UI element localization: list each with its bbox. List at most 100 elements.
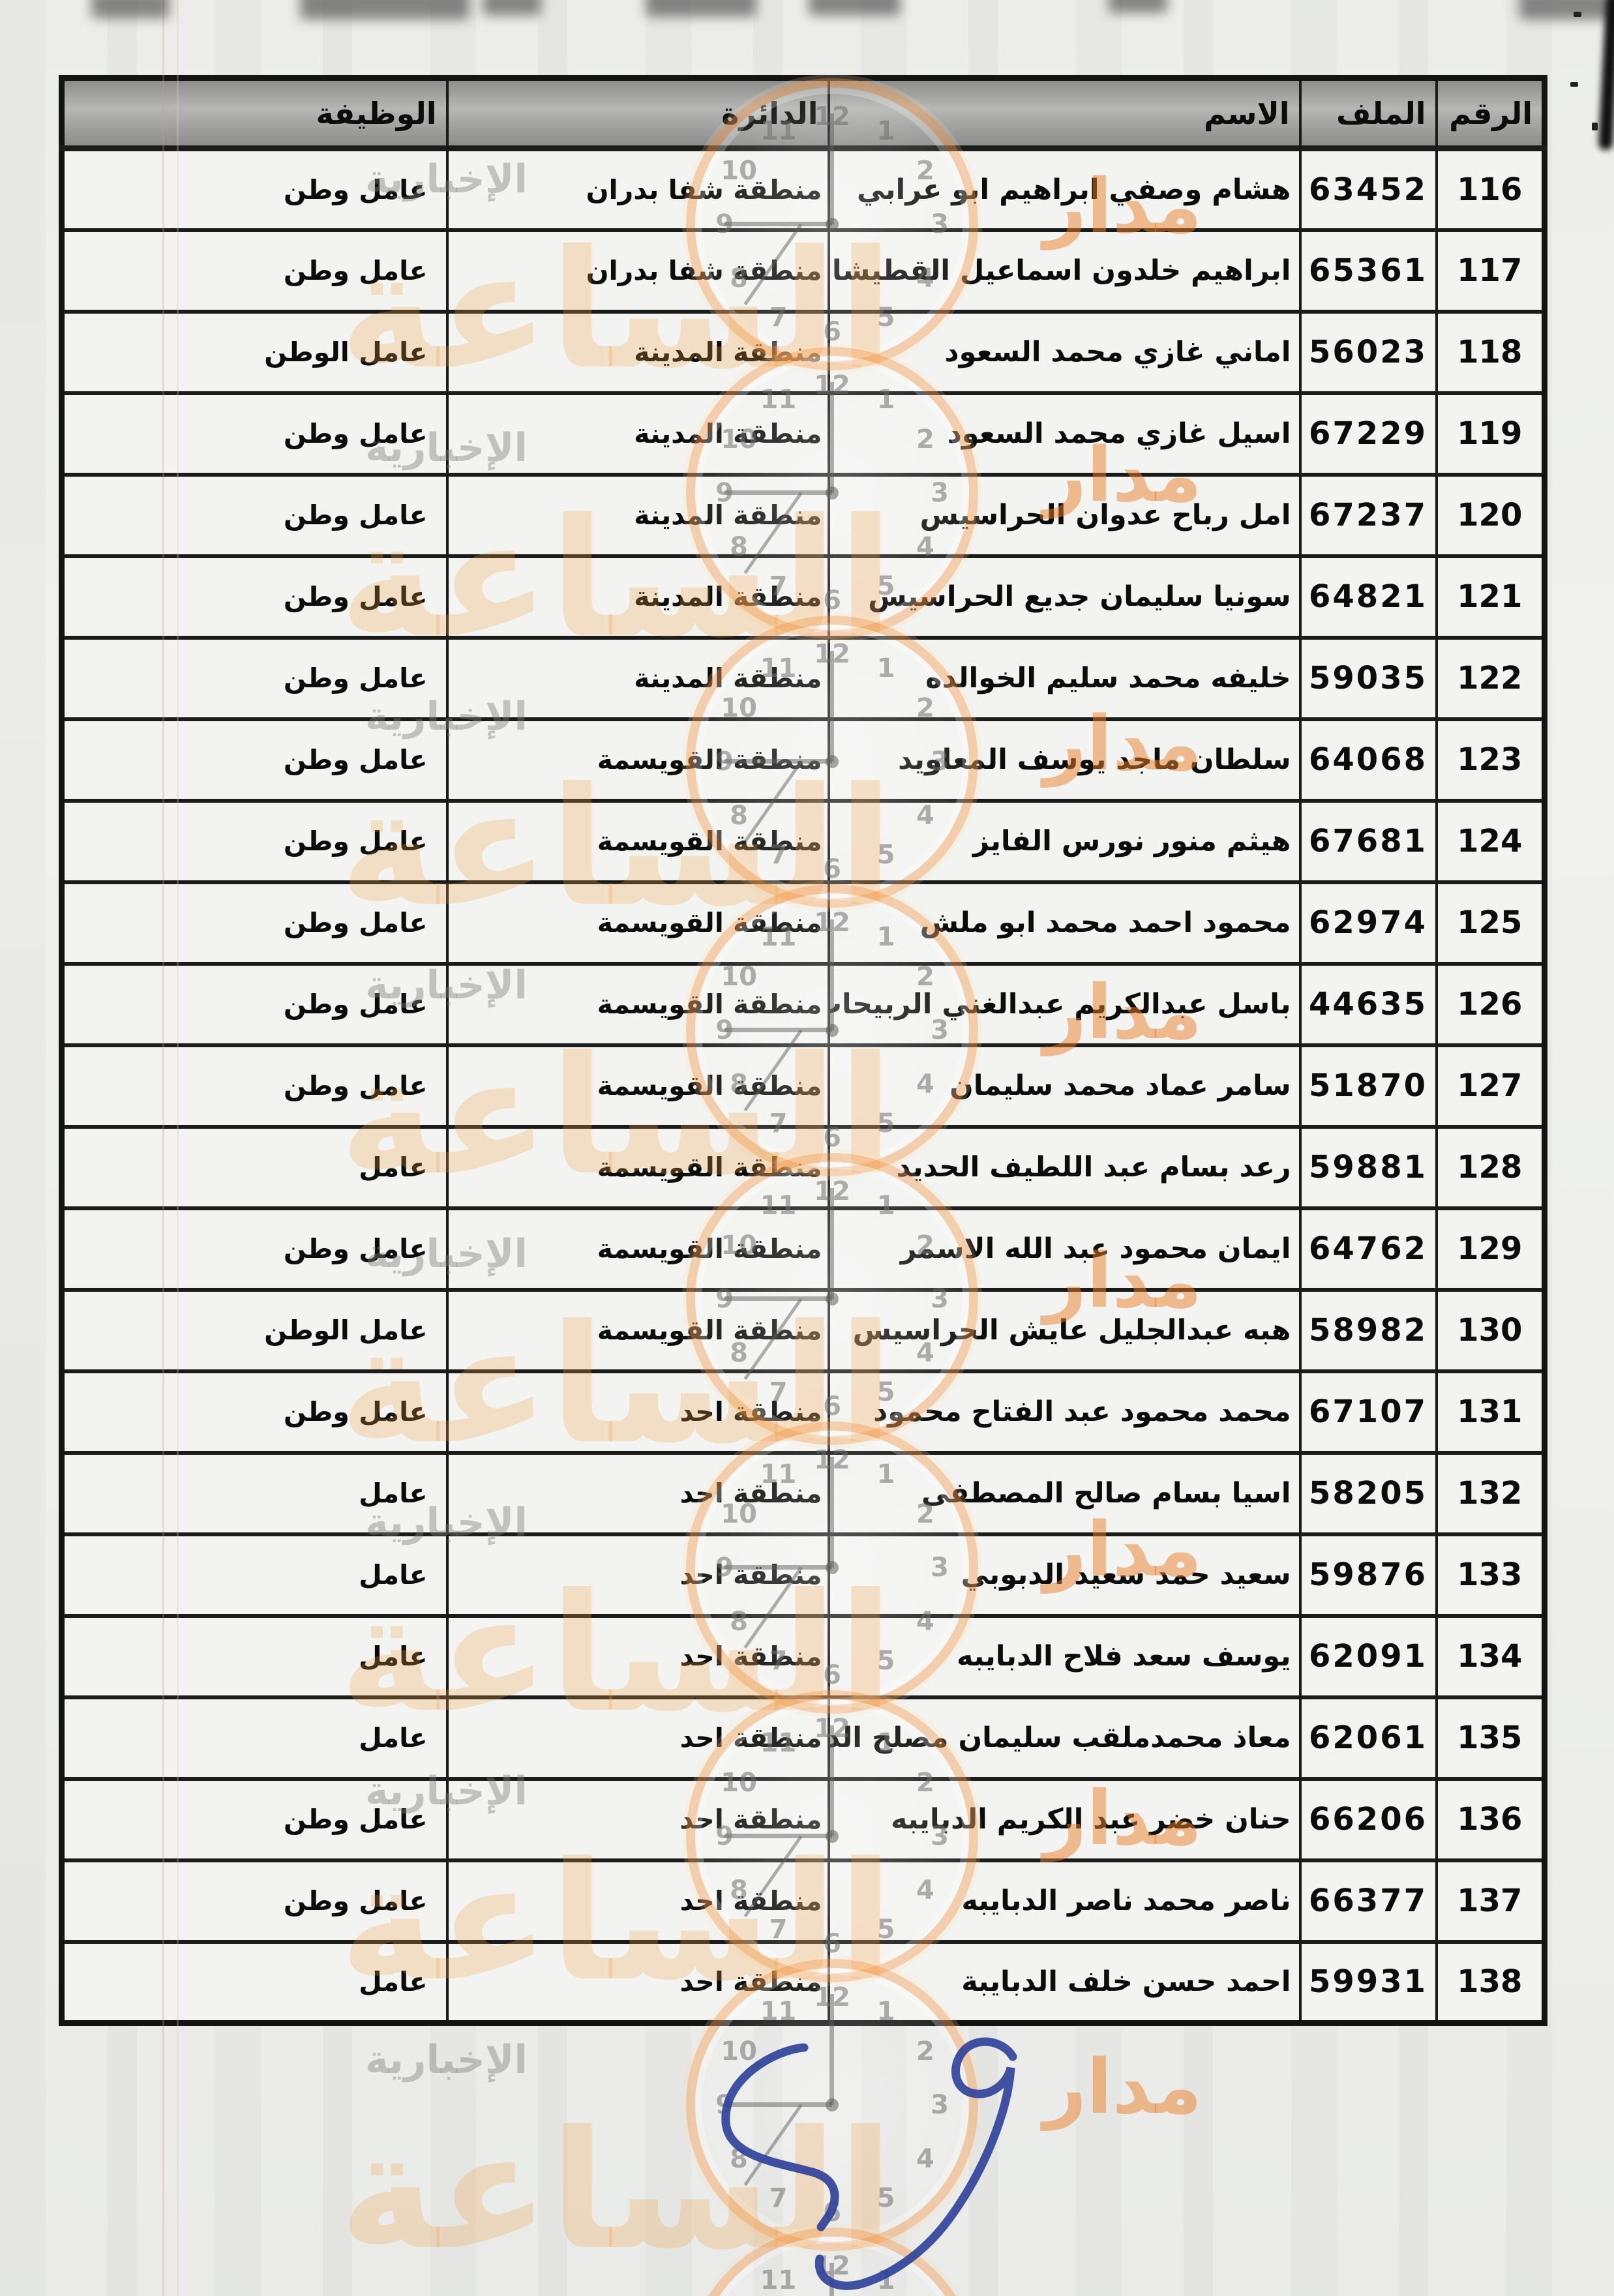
employee-name: اسيا بسام صالح المصطفى bbox=[827, 1450, 1302, 1536]
row-number: 116 bbox=[1435, 146, 1546, 232]
district: منطقة القويسمة bbox=[445, 1287, 830, 1373]
table-row: 117 65361 ابراهيم خلدون اسماعيل القطيشات… bbox=[60, 228, 1546, 314]
district: منطقة المدينة bbox=[445, 554, 830, 640]
employee-name: سلطان ماجد يوسف المعاويد bbox=[827, 717, 1302, 803]
header-file: الملف bbox=[1298, 76, 1438, 151]
table-row: 122 59035 خليفه محمد سليم الخوالده منطقة… bbox=[60, 635, 1546, 721]
row-number: 121 bbox=[1435, 554, 1546, 640]
scan-smudge bbox=[646, 0, 756, 17]
employee-name: اسيل غازي محمد السعود bbox=[827, 391, 1302, 477]
district: منطقة احد bbox=[445, 1858, 830, 1944]
job-title: عامل bbox=[60, 1124, 449, 1210]
header-job: الوظيفة bbox=[60, 76, 449, 151]
district: منطقة شفا بدران bbox=[445, 228, 830, 314]
file-number: 59931 bbox=[1298, 1939, 1438, 2025]
file-number: 58205 bbox=[1298, 1450, 1438, 1536]
district: منطقة القويسمة bbox=[445, 1124, 830, 1210]
file-number: 59876 bbox=[1298, 1532, 1438, 1618]
file-number: 65361 bbox=[1298, 228, 1438, 314]
employee-name: سونيا سليمان جديع الحراسيس bbox=[827, 554, 1302, 640]
ink-speck bbox=[1592, 123, 1598, 130]
file-number: 62091 bbox=[1298, 1613, 1438, 1699]
file-number: 64068 bbox=[1298, 717, 1438, 803]
row-number: 124 bbox=[1435, 798, 1546, 884]
table-row: 130 58982 هبه عبدالجليل عايش الحراسيس من… bbox=[60, 1287, 1546, 1373]
watermark-text-akhbaria: الإخبارية bbox=[365, 2037, 528, 2083]
table-row: 128 59881 رعد بسام عبد اللطيف الحديد منط… bbox=[60, 1124, 1546, 1210]
job-title: عامل bbox=[60, 1613, 449, 1699]
table-row: 126 44635 باسل عبدالكريم عبدالغني الربيح… bbox=[60, 961, 1546, 1047]
job-title: عامل bbox=[60, 1532, 449, 1618]
ink-speck bbox=[1570, 82, 1578, 87]
row-number: 129 bbox=[1435, 1206, 1546, 1292]
job-title: عامل وطن bbox=[60, 880, 449, 966]
job-title: عامل الوطن bbox=[60, 1287, 449, 1373]
scan-smudge bbox=[91, 0, 170, 18]
scan-smudge bbox=[300, 0, 470, 20]
row-number: 123 bbox=[1435, 717, 1546, 803]
employee-name: ايمان محمود عبد الله الاسمر bbox=[827, 1206, 1302, 1292]
header-number: الرقم bbox=[1435, 76, 1546, 151]
table-row: 118 56023 اماني غازي محمد السعود منطقة ا… bbox=[60, 309, 1546, 395]
file-number: 62974 bbox=[1298, 880, 1438, 966]
row-number: 137 bbox=[1435, 1858, 1546, 1944]
table-row: 123 64068 سلطان ماجد يوسف المعاويد منطقة… bbox=[60, 717, 1546, 803]
district: منطقة احد bbox=[445, 1613, 830, 1699]
header-district: الدائرة bbox=[445, 76, 830, 151]
row-number: 130 bbox=[1435, 1287, 1546, 1373]
table-row: 135 62061 معاذ محمدملقب سليمان مصلح الدب… bbox=[60, 1695, 1546, 1781]
row-number: 136 bbox=[1435, 1776, 1546, 1862]
scan-smudge bbox=[1519, 0, 1614, 20]
employee-name: محمد محمود عبد الفتاح محمود bbox=[827, 1369, 1302, 1455]
district: منطقة المدينة bbox=[445, 472, 830, 558]
file-number: 44635 bbox=[1298, 961, 1438, 1047]
job-title: عامل وطن bbox=[60, 635, 449, 721]
header-name: الاسم bbox=[827, 76, 1302, 151]
scan-color-streak bbox=[162, 0, 164, 2296]
job-title: عامل bbox=[60, 1939, 449, 2025]
district: منطقة احد bbox=[445, 1695, 830, 1781]
scan-smudge bbox=[809, 0, 900, 16]
table-row: 131 67107 محمد محمود عبد الفتاح محمود من… bbox=[60, 1369, 1546, 1455]
district: منطقة المدينة bbox=[445, 635, 830, 721]
table-header-row: الرقم الملف الاسم الدائرة الوظيفة bbox=[60, 76, 1546, 151]
job-title: عامل وطن bbox=[60, 1043, 449, 1129]
job-title: عامل وطن bbox=[60, 472, 449, 558]
employee-name: معاذ محمدملقب سليمان مصلح الدبايبه bbox=[827, 1695, 1302, 1781]
job-title: عامل وطن bbox=[60, 1369, 449, 1455]
row-number: 117 bbox=[1435, 228, 1546, 314]
file-number: 64821 bbox=[1298, 554, 1438, 640]
table-row: 120 67237 امل رباح عدوان الحراسيس منطقة … bbox=[60, 472, 1546, 558]
row-number: 120 bbox=[1435, 472, 1546, 558]
row-number: 126 bbox=[1435, 961, 1546, 1047]
district: منطقة احد bbox=[445, 1776, 830, 1862]
file-number: 59035 bbox=[1298, 635, 1438, 721]
row-number: 122 bbox=[1435, 635, 1546, 721]
job-title: عامل bbox=[60, 1450, 449, 1536]
row-number: 128 bbox=[1435, 1124, 1546, 1210]
job-title: عامل وطن bbox=[60, 146, 449, 232]
scan-smudge bbox=[1109, 0, 1167, 13]
job-title: عامل وطن bbox=[60, 228, 449, 314]
employee-table: الرقم الملف الاسم الدائرة الوظيفة 116 63… bbox=[59, 75, 1547, 2026]
job-title: عامل وطن bbox=[60, 554, 449, 640]
file-number: 67237 bbox=[1298, 472, 1438, 558]
employee-name: ناصر محمد ناصر الدبايبه bbox=[827, 1858, 1302, 1944]
file-number: 63452 bbox=[1298, 146, 1438, 232]
file-number: 64762 bbox=[1298, 1206, 1438, 1292]
job-title: عامل وطن bbox=[60, 1206, 449, 1292]
table-row: 129 64762 ايمان محمود عبد الله الاسمر من… bbox=[60, 1206, 1546, 1292]
row-number: 134 bbox=[1435, 1613, 1546, 1699]
district: منطقة القويسمة bbox=[445, 717, 830, 803]
table-row: 134 62091 يوسف سعد فلاح الدبايبه منطقة ا… bbox=[60, 1613, 1546, 1699]
job-title: عامل وطن bbox=[60, 1858, 449, 1944]
employee-name: هيثم منور نورس الفايز bbox=[827, 798, 1302, 884]
district: منطقة القويسمة bbox=[445, 880, 830, 966]
file-number: 66377 bbox=[1298, 1858, 1438, 1944]
file-number: 67107 bbox=[1298, 1369, 1438, 1455]
ink-speck bbox=[1574, 12, 1581, 17]
file-number: 67681 bbox=[1298, 798, 1438, 884]
row-number: 125 bbox=[1435, 880, 1546, 966]
employee-name: هبه عبدالجليل عايش الحراسيس bbox=[827, 1287, 1302, 1373]
job-title: عامل وطن bbox=[60, 798, 449, 884]
